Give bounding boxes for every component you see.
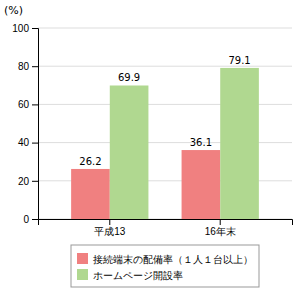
axis-line — [39, 220, 293, 226]
tick-label: 16年末 — [205, 226, 236, 237]
tick-mark — [32, 219, 38, 220]
legend-label: 接続端末の配備率（１人１台以上） — [93, 254, 253, 265]
legend-item: ホームページ開設率 — [77, 269, 183, 281]
data-label: 26.2 — [79, 156, 101, 167]
chart: 0 20 40 60 80 100 平成13 16年末 (%) 26.2 36.1 69.9 79.1 接… — [0, 0, 304, 299]
bar — [110, 85, 149, 219]
tick-label: 20 — [18, 176, 30, 187]
tick-mark — [109, 219, 110, 225]
tick-mark — [32, 104, 38, 105]
y-tick: 20 — [18, 176, 38, 187]
x-axis: 平成13 16年末 — [39, 219, 293, 237]
tick-mark — [32, 66, 38, 67]
bar — [71, 169, 110, 219]
data-label: 36.1 — [190, 137, 212, 148]
legend-box — [71, 245, 259, 287]
tick-mark — [32, 143, 38, 144]
tick-mark — [32, 181, 38, 182]
grid-line — [38, 28, 292, 29]
bar — [182, 150, 221, 219]
tick-label: 平成13 — [94, 226, 126, 237]
tick-label: 100 — [12, 23, 29, 34]
bars — [71, 68, 259, 219]
data-label: 69.9 — [118, 72, 140, 83]
grid — [38, 28, 292, 219]
axis-line — [32, 29, 39, 220]
y-tick: 0 — [23, 214, 38, 225]
plot: 0 20 40 60 80 100 平成13 16年末 (%) 26.2 36.1 69.9 79.1 — [4, 4, 293, 237]
y-tick: 100 — [12, 23, 38, 34]
legend-label: ホームページ開設率 — [93, 270, 183, 281]
y-tick: 40 — [18, 137, 38, 148]
x-tick: 16年末 — [205, 219, 236, 237]
x-tick: 平成13 — [94, 219, 126, 237]
legend-swatch — [77, 253, 88, 264]
tick-label: 80 — [18, 61, 30, 72]
bar-series — [110, 68, 259, 219]
tick-label: 40 — [18, 137, 30, 148]
tick-mark — [32, 28, 38, 29]
grid-line — [38, 66, 292, 67]
legend-item: 接続端末の配備率（１人１台以上） — [77, 253, 253, 265]
y-tick: 80 — [18, 61, 38, 72]
tick-label: 60 — [18, 99, 30, 110]
y-axis-label: (%) — [4, 4, 23, 17]
tick-mark — [220, 219, 221, 225]
legend-swatch — [77, 269, 88, 280]
tick-label: 0 — [23, 214, 29, 225]
y-tick: 60 — [18, 99, 38, 110]
bar — [220, 68, 259, 219]
y-axis: 0 20 40 60 80 100 — [12, 23, 38, 225]
legend: 接続端末の配備率（１人１台以上） ホームページ開設率 — [71, 245, 259, 287]
data-labels: 26.2 36.1 69.9 79.1 — [79, 55, 250, 167]
data-label: 79.1 — [228, 55, 250, 66]
